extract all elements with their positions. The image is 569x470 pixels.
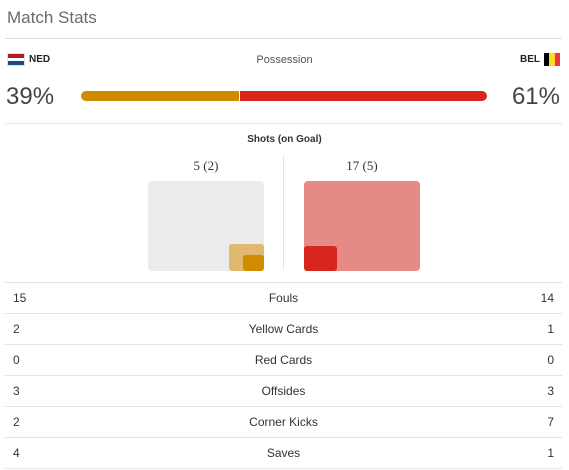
divider: [5, 38, 562, 39]
stat-label: Saves: [266, 446, 301, 460]
home-team: NED: [7, 53, 50, 66]
stat-away-value: 1: [547, 446, 554, 460]
home-shots-on-goal-box: [243, 255, 264, 271]
stat-row: 2 Corner Kicks 7: [5, 407, 562, 438]
stat-home-value: 4: [13, 446, 20, 460]
stat-home-value: 2: [13, 322, 20, 336]
stat-away-value: 3: [547, 384, 554, 398]
stat-label: Red Cards: [254, 353, 313, 367]
possession-label: Possession: [256, 54, 313, 66]
belgium-flag-icon: [544, 53, 560, 66]
home-shots-goal-graphic: [148, 181, 264, 271]
stat-home-value: 0: [13, 353, 20, 367]
away-shots: 17 (5): [346, 158, 378, 173]
shots-label: Shots (on Goal): [247, 134, 322, 145]
stat-row: 15 Fouls 14: [5, 283, 562, 314]
divider: [5, 123, 562, 124]
away-possession-pct: 61%: [511, 83, 560, 110]
away-team-abbr: BEL: [520, 54, 540, 65]
home-team-abbr: NED: [29, 54, 51, 65]
home-possession-pct: 39%: [6, 83, 55, 110]
netherlands-flag-icon: [7, 53, 25, 66]
stat-row: 3 Offsides 3: [5, 376, 562, 407]
stat-home-value: 2: [13, 415, 20, 429]
stat-label: Offsides: [261, 384, 306, 398]
away-shots-goal-graphic: [304, 181, 420, 271]
stat-row: 0 Red Cards 0: [5, 345, 562, 376]
stat-away-value: 7: [547, 415, 554, 429]
stat-away-value: 14: [540, 291, 554, 305]
stat-label: Fouls: [268, 291, 299, 305]
home-possession-bar: [81, 91, 240, 101]
stats-table: 15 Fouls 14 2 Yellow Cards 1 0 Red Cards 0 3 Offsi…: [5, 282, 562, 469]
possession-bar: [81, 91, 487, 101]
page-title: Match Stats: [7, 8, 97, 27]
stat-label: Yellow Cards: [248, 322, 319, 336]
away-team: BEL: [520, 53, 560, 66]
stat-home-value: 15: [13, 291, 27, 305]
stat-row: 2 Yellow Cards 1: [5, 314, 562, 345]
stat-home-value: 3: [13, 384, 20, 398]
stat-away-value: 0: [547, 353, 554, 367]
stat-away-value: 1: [547, 322, 554, 336]
away-shots-on-goal-box: [304, 246, 337, 271]
stat-row: 4 Saves 1: [5, 438, 562, 469]
away-possession-bar: [239, 91, 487, 101]
shots-divider: [283, 156, 284, 270]
stat-label: Corner Kicks: [249, 415, 318, 429]
home-shots: 5 (2): [193, 158, 219, 173]
